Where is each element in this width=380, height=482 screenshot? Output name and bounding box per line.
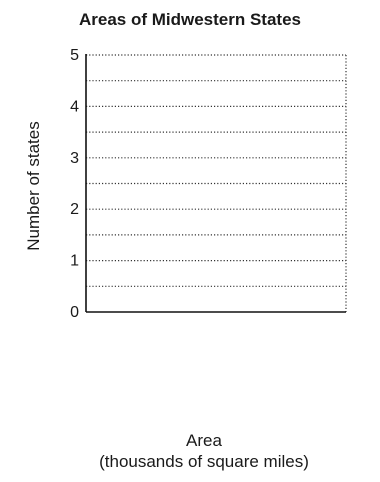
- x-axis-label: Area (thousands of square miles): [28, 430, 380, 472]
- y-tick-label: 1: [70, 253, 79, 270]
- x-axis-label-line1: Area: [186, 431, 222, 450]
- y-tick-label: 4: [70, 98, 79, 115]
- chart-title: Areas of Midwestern States: [78, 10, 301, 29]
- y-tick-label: 5: [70, 47, 79, 64]
- y-tick-label: 3: [70, 150, 79, 167]
- y-tick-label: 2: [70, 201, 79, 218]
- y-tick-label: 0: [70, 304, 79, 321]
- x-axis-label-line2: (thousands of square miles): [99, 452, 309, 471]
